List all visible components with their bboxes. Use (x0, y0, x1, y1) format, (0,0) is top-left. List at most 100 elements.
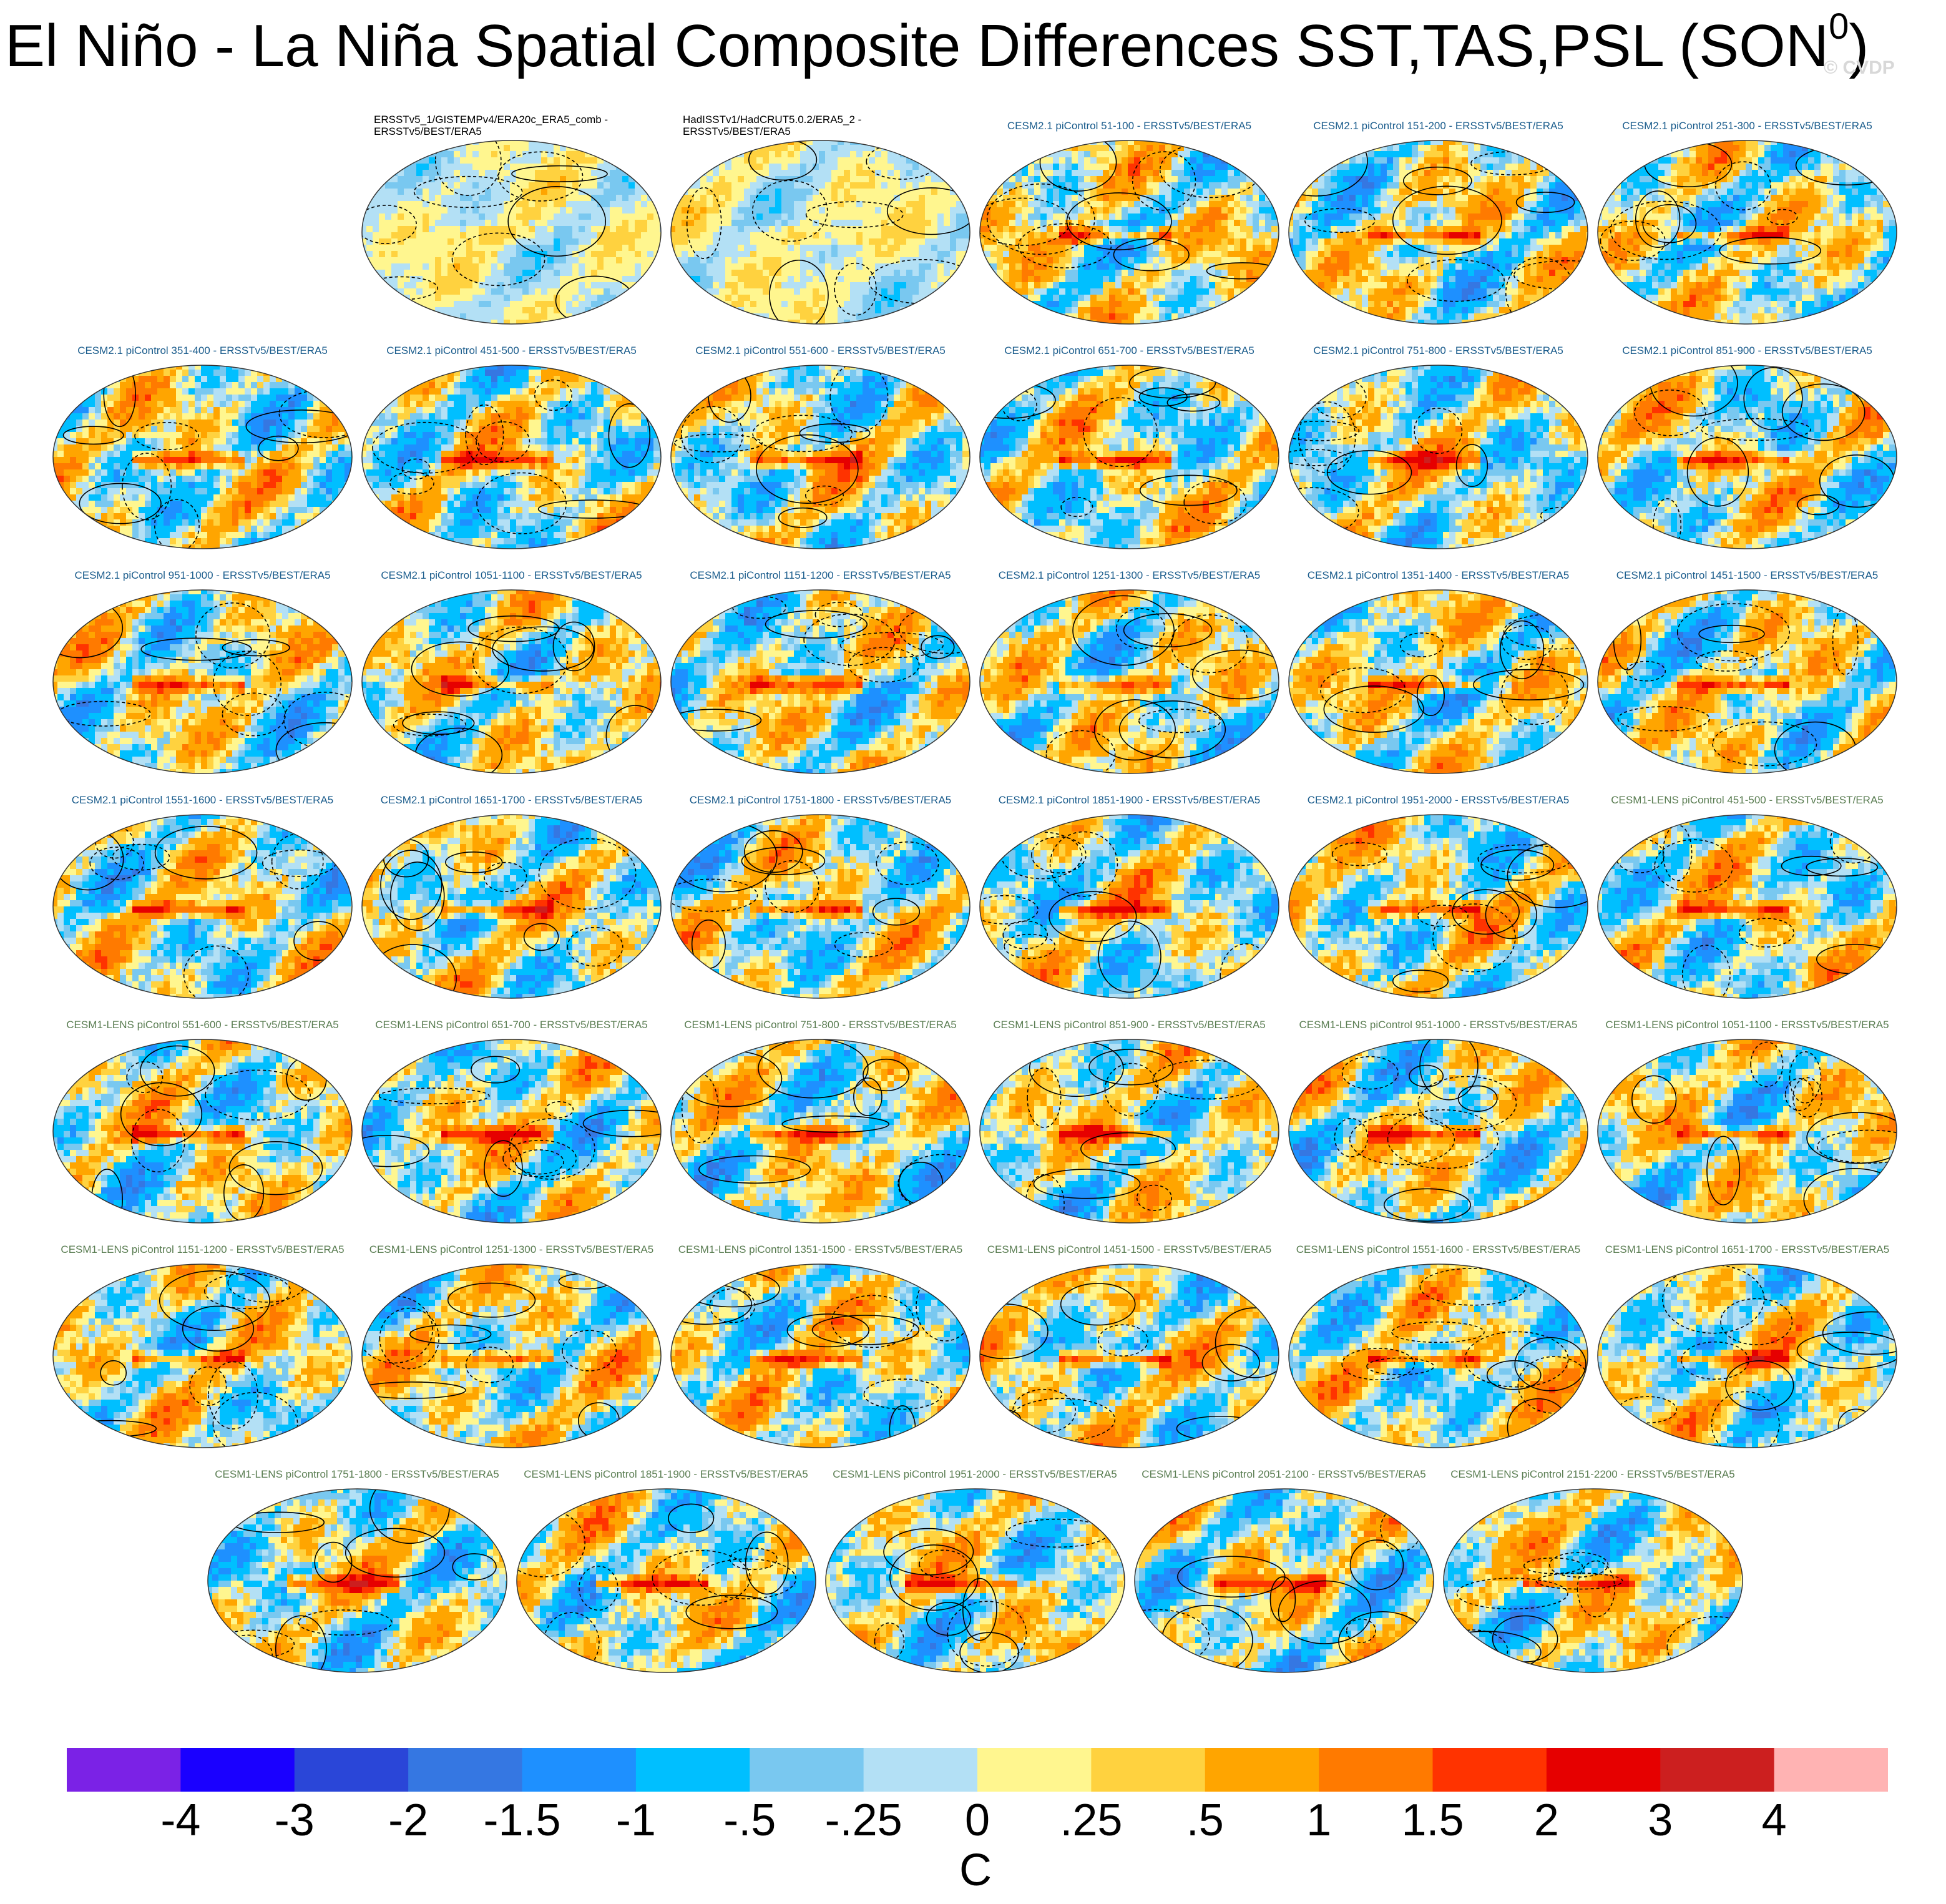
anomaly-cell (1165, 157, 1172, 164)
anomaly-cell (688, 176, 695, 183)
anomaly-cell (1562, 145, 1568, 152)
anomaly-cell (398, 176, 404, 183)
anomaly-cell (1065, 263, 1072, 270)
anomaly-cell (1065, 288, 1072, 295)
anomaly-cell (1293, 189, 1300, 195)
anomaly-cell (788, 157, 795, 164)
anomaly-cell (1240, 157, 1247, 164)
anomaly-cell (980, 182, 985, 189)
anomaly-cell (1306, 189, 1313, 195)
anomaly-cell (591, 213, 598, 220)
anomaly-cell (825, 301, 832, 308)
anomaly-cell (688, 145, 695, 152)
anomaly-cell (1215, 201, 1222, 208)
anomaly-cell (591, 182, 598, 189)
anomaly-cell (1003, 251, 1010, 258)
anomaly-cell (1562, 164, 1568, 170)
map-outline (361, 140, 662, 325)
anomaly-cell (1097, 288, 1103, 295)
anomaly-cell (763, 270, 770, 277)
anomaly-cell (1265, 320, 1272, 324)
anomaly-cell (950, 164, 957, 170)
anomaly-cell (844, 295, 851, 302)
anomaly-cell (541, 282, 548, 289)
anomaly-cell (1512, 182, 1518, 189)
anomaly-cell (1246, 207, 1253, 214)
anomaly-cell (1171, 313, 1178, 320)
anomaly-cell (529, 195, 535, 202)
anomaly-cell (725, 226, 732, 233)
anomaly-cell (937, 307, 944, 314)
anomaly-cell (806, 301, 813, 308)
anomaly-cell (694, 207, 701, 214)
anomaly-cell (522, 195, 529, 202)
anomaly-cell (1331, 151, 1337, 158)
anomaly-cell (800, 182, 807, 189)
anomaly-cell (980, 151, 985, 158)
anomaly-cell (1240, 263, 1247, 270)
anomaly-cell (653, 189, 660, 195)
anomaly-cell (1312, 164, 1319, 170)
anomaly-cell (423, 245, 429, 252)
anomaly-cell (379, 270, 386, 277)
anomaly-cell (725, 157, 732, 164)
anomaly-cell (1399, 201, 1406, 208)
anomaly-cell (1240, 232, 1247, 239)
anomaly-cell (1103, 257, 1110, 264)
anomaly-cell (919, 213, 926, 220)
anomaly-cell (775, 164, 782, 170)
anomaly-cell (1253, 301, 1259, 308)
anomaly-cell (750, 220, 757, 227)
anomaly-cell (1253, 320, 1259, 324)
anomaly-cell (1184, 251, 1191, 258)
anomaly-cell (1034, 195, 1041, 202)
anomaly-cell (980, 145, 985, 152)
anomaly-cell (788, 220, 795, 227)
anomaly-cell (1128, 232, 1135, 239)
anomaly-cell (763, 245, 770, 252)
anomaly-cell (694, 170, 701, 177)
anomaly-cell (1190, 207, 1197, 214)
anomaly-cell (831, 270, 838, 277)
anomaly-cell (466, 263, 473, 270)
anomaly-cell (1424, 176, 1431, 183)
anomaly-cell (725, 270, 732, 277)
anomaly-cell (366, 276, 373, 283)
anomaly-cell (1418, 164, 1425, 170)
anomaly-cell (541, 276, 548, 283)
anomaly-cell (1289, 182, 1294, 189)
anomaly-cell (912, 182, 919, 189)
anomaly-cell (362, 164, 367, 170)
anomaly-cell (881, 276, 888, 283)
anomaly-cell (616, 276, 623, 283)
anomaly-cell (962, 301, 969, 308)
anomaly-cell (956, 270, 963, 277)
anomaly-cell (694, 140, 701, 145)
anomaly-cell (962, 164, 969, 170)
anomaly-cell (391, 251, 398, 258)
anomaly-cell (900, 207, 907, 214)
anomaly-cell (1215, 151, 1222, 158)
anomaly-cell (688, 170, 695, 177)
anomaly-cell (529, 226, 535, 233)
anomaly-cell (1028, 307, 1035, 314)
anomaly-cell (775, 270, 782, 277)
anomaly-cell (675, 245, 682, 252)
anomaly-cell (560, 295, 567, 302)
anomaly-cell (863, 189, 869, 195)
anomaly-cell (781, 164, 788, 170)
anomaly-cell (1265, 151, 1272, 158)
anomaly-cell (980, 270, 985, 277)
anomaly-cell (1505, 201, 1512, 208)
anomaly-cell (856, 207, 863, 214)
anomaly-cell (660, 157, 661, 164)
anomaly-cell (535, 245, 542, 252)
anomaly-cell (1406, 164, 1412, 170)
anomaly-cell (653, 320, 660, 324)
anomaly-cell (466, 164, 473, 170)
anomaly-cell (819, 288, 826, 295)
anomaly-cell (806, 170, 813, 177)
anomaly-cell (1134, 157, 1141, 164)
anomaly-cell (763, 220, 770, 227)
anomaly-cell (1009, 257, 1016, 264)
